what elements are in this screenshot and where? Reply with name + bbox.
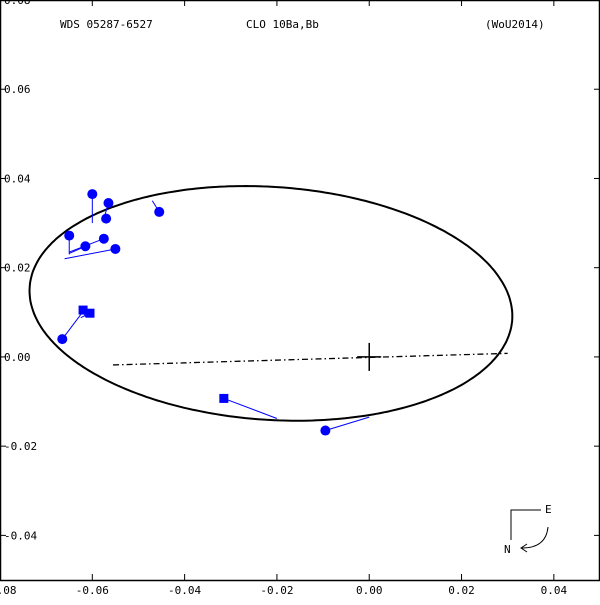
- x-tick-label: -0.04: [168, 584, 201, 597]
- observation-circle: [87, 189, 98, 200]
- y-tick-label: 0.04: [4, 172, 31, 185]
- compass-rotation-arrow: [521, 526, 549, 549]
- header-pair-name: CLO 10Ba,Bb: [246, 18, 319, 31]
- observation-circle: [154, 206, 165, 217]
- compass-east-label: E: [545, 503, 552, 516]
- observation-square: [78, 305, 88, 315]
- x-tick-label: 0.00: [356, 584, 383, 597]
- observation-circle: [64, 230, 75, 241]
- primary-star-marker: [357, 342, 382, 371]
- observation-square: [219, 393, 229, 403]
- header-reference: (WoU2014): [485, 18, 545, 31]
- observation-circle: [57, 334, 68, 345]
- residual-line: [223, 397, 278, 419]
- residual-line: [61, 314, 82, 340]
- y-tick-label: 0.00: [4, 351, 31, 364]
- residual-lines: [61, 194, 370, 432]
- compass: E N: [504, 503, 552, 556]
- plot-frame: [0, 0, 600, 582]
- y-tick-label: -0.02: [4, 440, 37, 453]
- observation-points: [57, 189, 331, 436]
- line-of-nodes-segment: [113, 352, 508, 366]
- x-tick-labels: -0.08 -0.06 -0.04 -0.02 0.00 0.02 0.04: [0, 584, 567, 597]
- y-tick-label: 0.06: [4, 83, 31, 96]
- x-tick-label: 0.02: [448, 584, 475, 597]
- orbit-path: [28, 184, 514, 422]
- observation-circle: [320, 425, 331, 436]
- observation-circle: [103, 198, 114, 208]
- header-wds-id: WDS 05287-6527: [60, 18, 153, 31]
- x-tick-label: -0.08: [0, 584, 17, 597]
- observation-circle: [110, 243, 121, 254]
- x-tick-label: -0.02: [260, 584, 293, 597]
- y-tick-label: 0.02: [4, 262, 31, 275]
- y-tick-label: 0.08: [4, 0, 31, 7]
- observation-circle: [98, 233, 109, 244]
- compass-arrowhead: [520, 543, 528, 553]
- line-of-nodes: [113, 352, 508, 366]
- compass-north-label: N: [504, 543, 511, 556]
- y-tick-labels: -0.04 -0.02 0.00 0.02 0.04 0.06 0.08: [4, 0, 37, 542]
- axis-ticks: [0, 0, 600, 580]
- observation-circle: [101, 213, 112, 224]
- orbit-ellipse: [28, 184, 514, 422]
- compass-north-line: [510, 509, 541, 540]
- observation-circle: [80, 241, 91, 252]
- residual-line: [325, 416, 370, 432]
- observation-square: [85, 308, 95, 318]
- y-tick-label: -0.04: [4, 529, 37, 542]
- x-tick-label: 0.04: [541, 584, 568, 597]
- residual-line: [64, 248, 116, 260]
- x-tick-label: -0.06: [76, 584, 109, 597]
